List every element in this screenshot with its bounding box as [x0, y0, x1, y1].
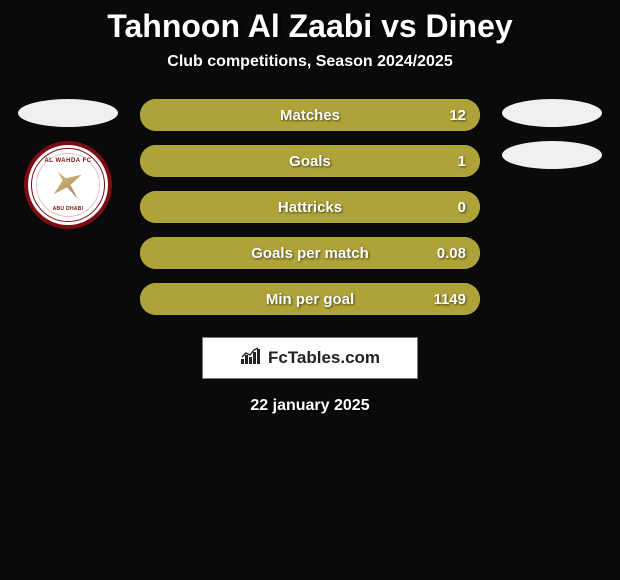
- stat-label: Matches: [280, 107, 340, 124]
- infographic-root: Tahnoon Al Zaabi vs Diney Club competiti…: [0, 0, 620, 415]
- badge-bottom-text: ABU DHABI: [53, 206, 84, 212]
- stat-row: Hattricks 0: [140, 191, 480, 223]
- stat-row: Matches 12: [140, 99, 480, 131]
- stat-label: Goals per match: [251, 245, 369, 262]
- date: 22 january 2025: [250, 397, 369, 415]
- right-player-placeholder: [502, 99, 602, 127]
- right-side: [502, 99, 602, 169]
- stat-label: Hattricks: [278, 199, 342, 216]
- stat-rows: Matches 12 Goals 1 Hattricks 0 Goals per match…: [140, 99, 480, 315]
- left-club-badge: AL WAHDA FC ABU DHABI: [24, 141, 112, 229]
- subtitle: Club competitions, Season 2024/2025: [0, 53, 620, 71]
- left-side: AL WAHDA FC ABU DHABI: [18, 99, 118, 229]
- stat-row: Min per goal 1149: [140, 283, 480, 315]
- stat-row: Goals 1: [140, 145, 480, 177]
- stat-label: Min per goal: [266, 291, 354, 308]
- chart-icon: [240, 347, 262, 370]
- stat-value-right: 0.08: [426, 245, 466, 262]
- page-title: Tahnoon Al Zaabi vs Diney: [0, 8, 620, 45]
- stat-value-right: 0: [426, 199, 466, 216]
- content: AL WAHDA FC ABU DHABI Matches 12 Goals 1 Hat…: [0, 99, 620, 315]
- badge-inner: AL WAHDA FC ABU DHABI: [31, 148, 105, 222]
- stat-label: Goals: [289, 153, 331, 170]
- sword-icon: [44, 161, 91, 208]
- badge-top-text: AL WAHDA FC: [44, 158, 91, 164]
- footer: FcTables.com 22 january 2025: [0, 337, 620, 415]
- stat-value-right: 1149: [426, 291, 466, 308]
- stat-value-right: 12: [426, 107, 466, 124]
- left-player-placeholder: [18, 99, 118, 127]
- right-club-placeholder: [502, 141, 602, 169]
- stat-value-right: 1: [426, 153, 466, 170]
- stat-row: Goals per match 0.08: [140, 237, 480, 269]
- brand-text: FcTables.com: [268, 348, 380, 368]
- brand-box[interactable]: FcTables.com: [202, 337, 418, 379]
